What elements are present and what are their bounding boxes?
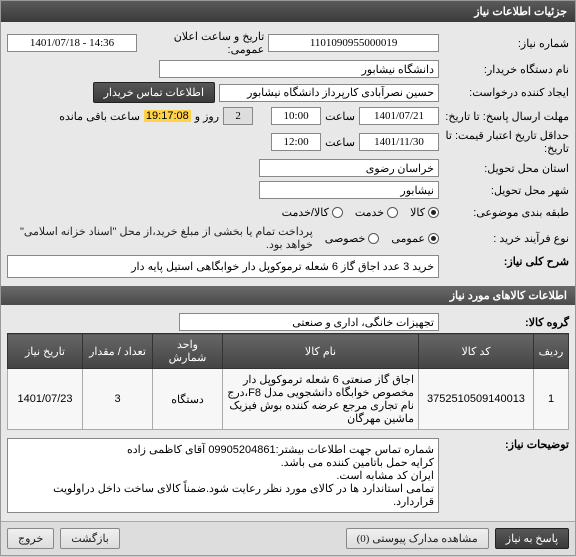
process-radio-group: عمومی خصوصی پرداخت تمام یا بخشی از مبلغ … — [7, 225, 439, 251]
row-category: طبقه بندی موضوعی: کالا خدمت کالا/خدمت — [7, 201, 569, 223]
requester-label: ایجاد کننده درخواست: — [439, 86, 569, 99]
items-section-header: اطلاعات کالاهای مورد نیاز — [1, 286, 575, 305]
col-qty: تعداد / مقدار — [83, 334, 153, 369]
radio-goods-label: کالا — [410, 206, 425, 219]
row-city: شهر محل تحویل: — [7, 179, 569, 201]
remain-label: ساعت باقی مانده — [59, 110, 140, 123]
exit-button[interactable]: خروج — [7, 528, 54, 549]
radio-public-label: عمومی — [391, 232, 425, 245]
radio-both[interactable]: کالا/خدمت — [282, 206, 343, 219]
summary-label: شرح کلی نیاز: — [439, 255, 569, 268]
countdown-value: 19:17:08 — [144, 110, 191, 122]
radio-service-dot — [387, 207, 398, 218]
row-group: گروه کالا: — [7, 311, 569, 333]
province-label: استان محل تحویل: — [439, 162, 569, 175]
col-unit: واحد شمارش — [153, 334, 223, 369]
category-radio-group: کالا خدمت کالا/خدمت — [7, 206, 439, 219]
reply-button[interactable]: پاسخ به نیاز — [495, 528, 569, 549]
requester-input[interactable] — [219, 84, 439, 102]
items-body: گروه کالا: ردیف کد کالا نام کالا واحد شم… — [1, 305, 575, 521]
main-panel: جزئیات اطلاعات نیاز شماره نیاز: تاریخ و … — [0, 0, 576, 556]
table-row[interactable]: 1 3752510509140013 اجاق گاز صنعتی 6 شعله… — [8, 369, 569, 430]
items-table: ردیف کد کالا نام کالا واحد شمارش تعداد /… — [7, 333, 569, 430]
city-label: شهر محل تحویل: — [439, 184, 569, 197]
attachments-button[interactable]: مشاهده مدارک پیوستی (0) — [346, 528, 489, 549]
summary-text[interactable]: خرید 3 عدد اجاق گاز 6 شعله ترموکوپل دار … — [7, 255, 439, 278]
group-input[interactable] — [179, 313, 439, 331]
buyer-org-label: نام دستگاه خریدار: — [439, 63, 569, 76]
panel-title: جزئیات اطلاعات نیاز — [1, 1, 575, 22]
deadline-date-input[interactable] — [359, 107, 439, 125]
radio-service-label: خدمت — [355, 206, 384, 219]
validity-date-input[interactable] — [359, 133, 439, 151]
radio-public[interactable]: عمومی — [391, 232, 439, 245]
validity-time-input[interactable] — [271, 133, 321, 151]
cell-date: 1401/07/23 — [8, 369, 83, 430]
announce-label: تاریخ و ساعت اعلان عمومی: — [141, 30, 264, 56]
radio-both-label: کالا/خدمت — [282, 206, 329, 219]
panel-body: شماره نیاز: تاریخ و ساعت اعلان عمومی: نا… — [1, 22, 575, 286]
notes-label: توضیحات نیاز: — [439, 438, 569, 451]
radio-both-dot — [332, 207, 343, 218]
need-no-label: شماره نیاز: — [439, 37, 569, 50]
radio-private-dot — [368, 233, 379, 244]
radio-public-dot — [428, 233, 439, 244]
deadline-time-label: ساعت — [325, 110, 355, 123]
cell-code: 3752510509140013 — [419, 369, 534, 430]
deadline-label: مهلت ارسال پاسخ: تا تاریخ: — [439, 110, 569, 123]
radio-private[interactable]: خصوصی — [325, 232, 380, 245]
cell-name: اجاق گاز صنعتی 6 شعله ترموکوپل دار مخصوص… — [223, 369, 419, 430]
day-word: روز و — [195, 110, 219, 123]
buyer-org-input[interactable] — [159, 60, 439, 78]
announce-input[interactable] — [7, 34, 137, 52]
cell-unit: دستگاه — [153, 369, 223, 430]
col-row: ردیف — [534, 334, 569, 369]
back-button[interactable]: بازگشت — [60, 528, 120, 549]
days-left-input — [223, 107, 253, 125]
row-requester: ایجاد کننده درخواست: اطلاعات تماس خریدار — [7, 80, 569, 105]
radio-service[interactable]: خدمت — [355, 206, 398, 219]
need-no-input[interactable] — [268, 34, 439, 52]
group-label: گروه کالا: — [439, 316, 569, 329]
row-validity: حداقل تاریخ اعتبار قیمت: تا تاریخ: ساعت — [7, 127, 569, 157]
notes-text[interactable]: شماره تماس جهت اطلاعات بیشتر:09905204861… — [7, 438, 439, 513]
process-label: نوع فرآیند خرید : — [439, 232, 569, 245]
table-header-row: ردیف کد کالا نام کالا واحد شمارش تعداد /… — [8, 334, 569, 369]
row-summary: شرح کلی نیاز: خرید 3 عدد اجاق گاز 6 شعله… — [7, 253, 569, 280]
col-name: نام کالا — [223, 334, 419, 369]
validity-time-label: ساعت — [325, 136, 355, 149]
contact-buyer-button[interactable]: اطلاعات تماس خریدار — [93, 82, 215, 103]
row-notes: توضیحات نیاز: شماره تماس جهت اطلاعات بیش… — [7, 436, 569, 515]
cell-idx: 1 — [534, 369, 569, 430]
validity-label: حداقل تاریخ اعتبار قیمت: تا تاریخ: — [439, 129, 569, 155]
province-input[interactable] — [259, 159, 439, 177]
radio-private-label: خصوصی — [325, 232, 366, 245]
radio-goods-dot — [428, 207, 439, 218]
need-no-value-wrap: تاریخ و ساعت اعلان عمومی: — [7, 30, 439, 56]
col-code: کد کالا — [419, 334, 534, 369]
row-deadline: مهلت ارسال پاسخ: تا تاریخ: ساعت روز و 19… — [7, 105, 569, 127]
category-label: طبقه بندی موضوعی: — [439, 206, 569, 219]
city-input[interactable] — [259, 181, 439, 199]
deadline-time-input[interactable] — [271, 107, 321, 125]
row-province: استان محل تحویل: — [7, 157, 569, 179]
payment-note: پرداخت تمام یا بخشی از مبلغ خرید،از محل … — [7, 225, 313, 251]
col-date: تاریخ نیاز — [8, 334, 83, 369]
footer-buttons: پاسخ به نیاز مشاهده مدارک پیوستی (0) باز… — [1, 521, 575, 555]
row-buyer-org: نام دستگاه خریدار: — [7, 58, 569, 80]
cell-qty: 3 — [83, 369, 153, 430]
radio-goods[interactable]: کالا — [410, 206, 439, 219]
row-need-number: شماره نیاز: تاریخ و ساعت اعلان عمومی: — [7, 28, 569, 58]
row-process: نوع فرآیند خرید : عمومی خصوصی پرداخت تما… — [7, 223, 569, 253]
